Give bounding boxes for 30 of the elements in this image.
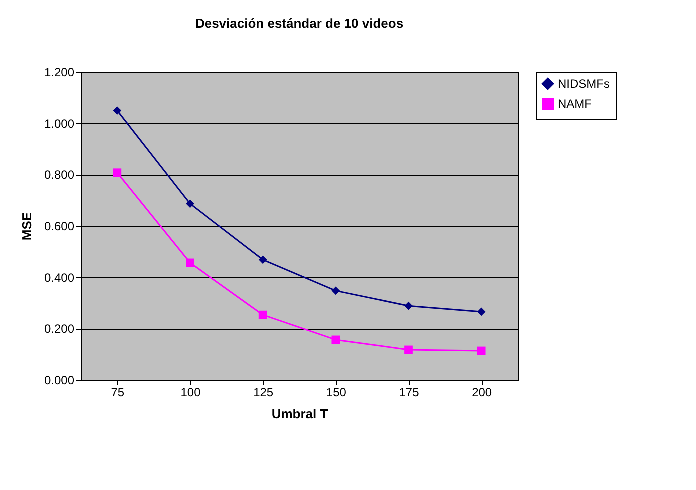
point	[332, 286, 340, 296]
x-axis-title: Umbral T	[272, 406, 328, 422]
y-tick-label: 0.800	[44, 168, 75, 182]
y-tick-label: 0.000	[44, 374, 75, 388]
x-tick-label: 125	[254, 386, 274, 400]
y-tick-label: 1.000	[44, 116, 75, 131]
point	[258, 256, 268, 264]
point	[404, 302, 413, 310]
y-tick-label: 0.400	[44, 270, 75, 285]
x-tick-label: 150	[326, 386, 347, 400]
x-tick-label: 100	[180, 386, 202, 400]
point	[186, 258, 194, 268]
point	[113, 106, 122, 115]
y-tick-label: 1.200	[44, 66, 75, 80]
chart-title: Desviación estándar de 10 videos	[195, 16, 404, 31]
x-tick-label: 200	[472, 386, 492, 400]
legend-label: NIDSMFs	[558, 77, 610, 91]
point	[477, 346, 486, 356]
point	[113, 168, 122, 178]
y-axis-title: MSE	[19, 212, 34, 241]
point	[404, 346, 413, 354]
point	[332, 336, 340, 344]
y-tick-label: 0.200	[44, 322, 75, 336]
x-tick-label: 175	[399, 386, 420, 400]
point	[477, 308, 486, 316]
y-tick-label: 0.600	[44, 220, 75, 234]
x-tick-label: 75	[111, 386, 125, 400]
point	[186, 200, 194, 208]
legend-label: NAMF	[558, 97, 592, 111]
point	[258, 310, 268, 320]
